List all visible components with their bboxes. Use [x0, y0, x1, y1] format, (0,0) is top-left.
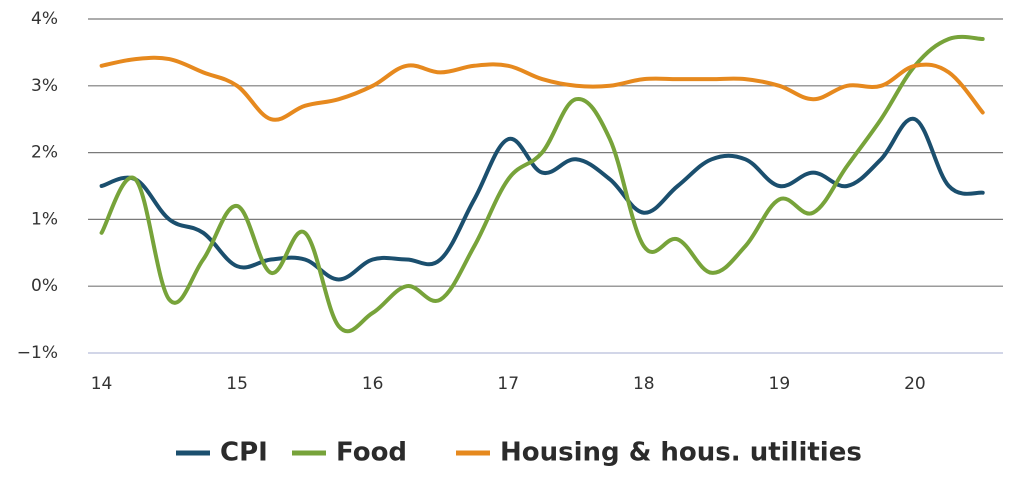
x-tick-label: 15 [226, 374, 248, 394]
y-tick-label: 1% [31, 209, 58, 229]
legend-label: CPI [220, 438, 268, 468]
legend-label: Food [336, 438, 407, 468]
series-lines [99, 34, 985, 334]
y-axis-ticks: 4% 3% 2% 1% 0% −1% [17, 9, 58, 363]
y-tick-label: 0% [31, 276, 58, 296]
x-tick-label: 19 [769, 374, 791, 394]
x-tick-label: 14 [91, 374, 113, 394]
y-tick-label: 3% [31, 76, 58, 96]
x-tick-label: 18 [633, 374, 655, 394]
legend-label: Housing & hous. utilities [500, 438, 862, 468]
y-tick-label: 4% [31, 9, 58, 29]
x-tick-label: 17 [497, 374, 519, 394]
series-line-cpi [99, 116, 985, 282]
series-line-food [99, 34, 985, 334]
legend: CPI Food Housing & hous. utilities [176, 438, 862, 468]
x-tick-label: 20 [904, 374, 926, 394]
series-line-housing-hous-utilities [99, 55, 985, 122]
y-tick-label: 2% [31, 143, 58, 163]
y-tick-label: −1% [17, 343, 58, 363]
x-tick-label: 16 [362, 374, 384, 394]
x-axis-ticks: 14 15 16 17 18 19 20 [91, 374, 926, 394]
gridlines [88, 18, 1003, 354]
